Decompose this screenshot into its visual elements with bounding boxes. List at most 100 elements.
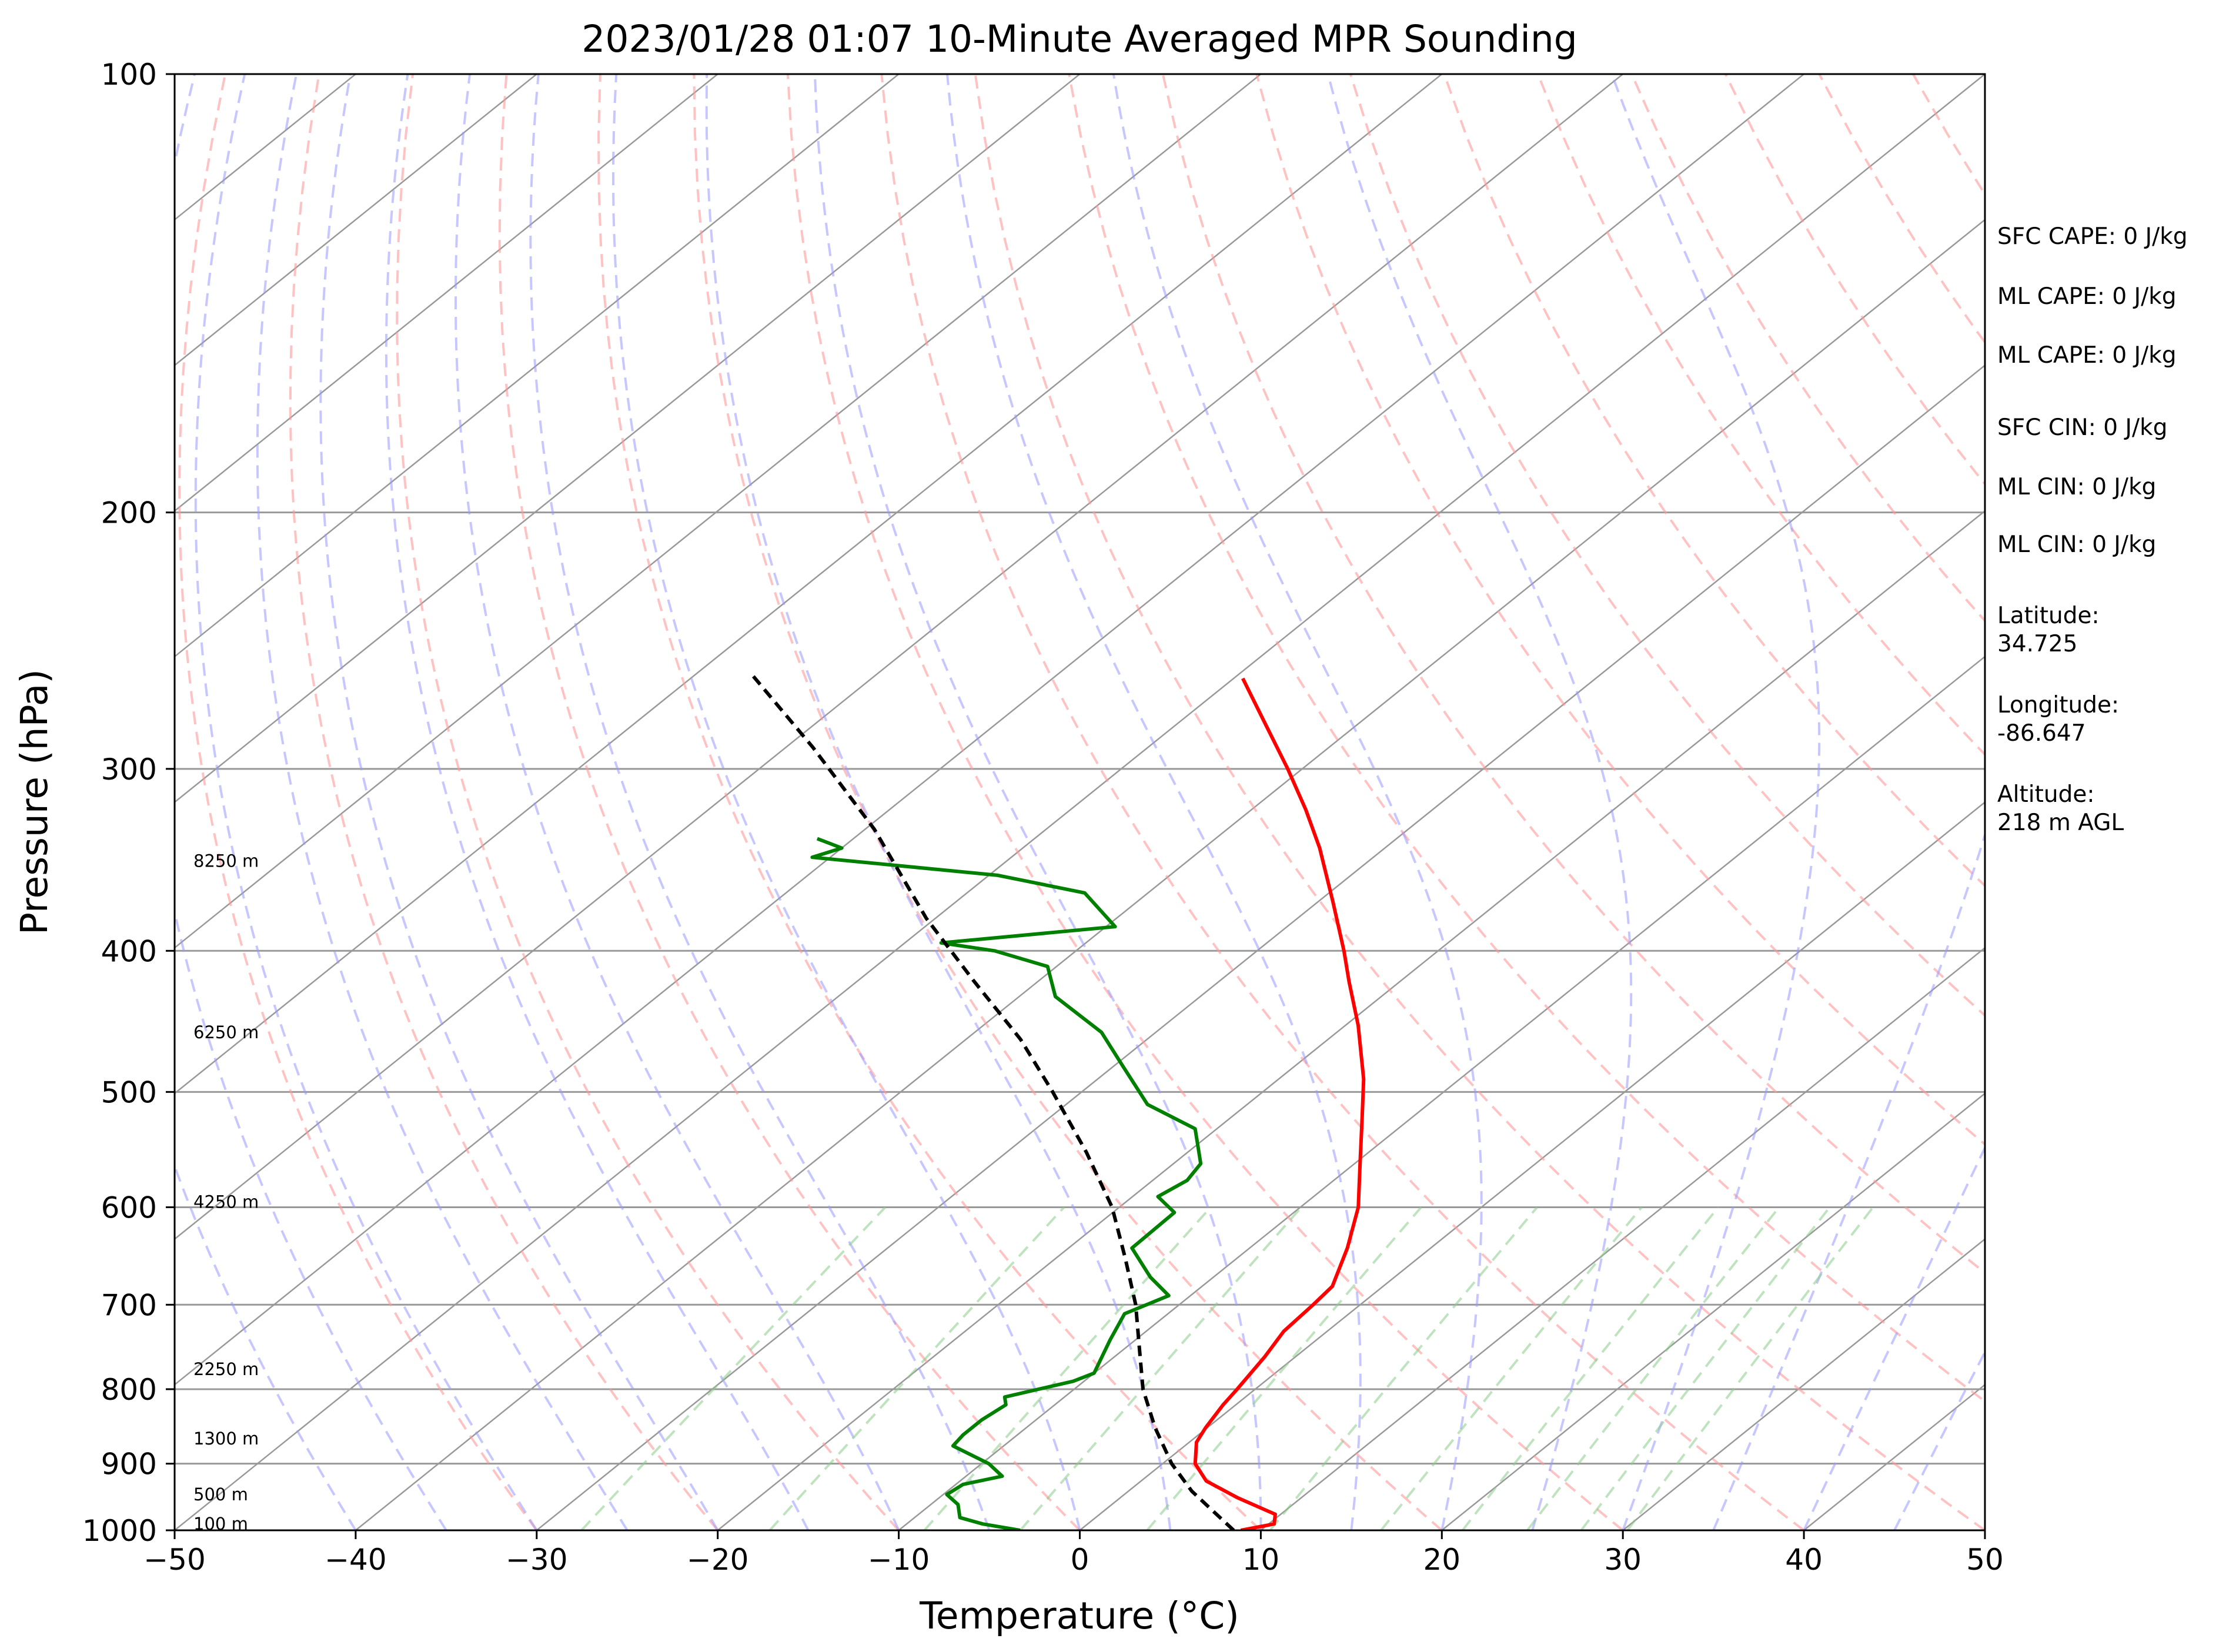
y-tick-label: 800 [101,1373,157,1407]
moist-adiabat [319,74,719,1530]
dry-adiabat [1443,74,1985,888]
y-tick-label: 900 [101,1447,157,1482]
dry-adiabat [498,74,1081,1530]
mixing-ratio-line [1580,1206,1831,1530]
info-annotation: Latitude: [1997,603,2100,629]
x-axis-label: Temperature (°C) [919,1594,1239,1637]
isotherm-line [1260,947,1985,1530]
isotherm-line [175,74,1081,804]
y-tick-label: 200 [101,496,157,530]
parcel-trace [750,672,1235,1530]
y-tick-label: 100 [101,58,157,92]
chart-title: 2023/01/28 01:07 10-Minute Averaged MPR … [581,18,1577,61]
moist-adiabat [385,74,810,1530]
dry-adiabat [880,74,1805,1530]
isotherm-line [175,74,1443,1095]
x-tick-label: 20 [1423,1543,1460,1577]
height-label: 2250 m [193,1359,259,1379]
isotherm-line [355,219,1985,1530]
mixing-ratio-line [1269,1206,1538,1530]
moist-adiabat [1803,1145,1985,1530]
height-label: 4250 m [193,1192,259,1212]
dry-adiabat [1068,74,1985,1403]
mixing-ratio-line [1146,1206,1422,1530]
y-axis-label: Pressure (hPa) [13,669,56,935]
isotherm-line [1441,1092,1985,1530]
moist-adiabat [612,74,1081,1530]
y-tick-label: 500 [101,1075,157,1109]
x-tick-label: 30 [1604,1543,1642,1577]
isotherm-line [717,510,1985,1530]
info-annotation: SFC CAPE: 0 J/kg [1997,223,2188,250]
dry-adiabat [974,74,1985,1530]
dry-adiabat [1161,74,1985,1275]
moist-adiabat [529,74,991,1530]
isotherm-line [175,74,1985,1530]
isotherm-line [175,74,900,658]
mixing-ratio-line [580,1206,887,1530]
isotherm-line [175,74,1804,1386]
info-annotation: ML CAPE: 0 J/kg [1997,283,2177,310]
moist-adiabat [1326,74,1633,1530]
moist-adiabat [1112,74,1483,1530]
x-tick-label: −50 [143,1543,206,1577]
y-tick-label: 700 [101,1288,157,1322]
temperature-trace [1193,677,1366,1530]
height-label: 6250 m [193,1022,259,1042]
x-tick-label: −20 [687,1543,749,1577]
info-annotation: Altitude: [1997,781,2095,808]
isotherm-line [1622,1238,1985,1530]
y-tick-label: 600 [101,1190,157,1225]
moist-adiabat [1712,74,1985,1530]
info-annotation: Longitude: [1997,692,2119,718]
dry-adiabat [786,74,1624,1530]
isotherm-line [536,364,1985,1530]
y-tick-label: 300 [101,753,157,787]
y-tick-label: 400 [101,934,157,968]
dry-adiabat [597,74,1262,1530]
info-annotation: ML CIN: 0 J/kg [1997,531,2156,558]
moist-adiabat [705,74,1172,1530]
dry-adiabat [289,74,719,1530]
height-label: 8250 m [193,851,259,871]
mixing-ratio-line [923,1206,1212,1530]
info-annotation: 218 m AGL [1997,810,2124,836]
moist-adiabat [454,74,900,1530]
background-lines [175,74,1985,1530]
moist-adiabat [256,74,629,1530]
sounding-info: SFC CAPE: 0 J/kg ML CAPE: 0 J/kg ML CAPE: … [1997,223,2188,836]
moist-adiabat [814,74,1262,1530]
mixing-ratio-line [768,1206,1065,1530]
x-tick-label: 40 [1785,1543,1823,1577]
info-annotation: SFC CIN: 0 J/kg [1997,414,2167,441]
x-tick-label: 0 [1071,1543,1089,1577]
info-annotation: ML CAPE: 0 J/kg [1997,342,2177,369]
dry-adiabat [693,74,1443,1530]
x-tick-label: −10 [868,1543,930,1577]
isotherm-line [175,74,1623,1240]
isotherm-line [175,74,1262,949]
dry-adiabat [1255,74,1985,1146]
x-tick-label: −30 [506,1543,568,1577]
moist-adiabat [946,74,1362,1530]
info-annotation: 34.725 [1997,631,2077,657]
moist-adiabat [194,74,538,1530]
y-tick-label: 1000 [82,1514,157,1548]
dry-adiabat [178,74,538,1530]
isotherm-line [175,74,718,512]
x-tick-label: −40 [325,1543,387,1577]
dewpoint-trace [810,837,1203,1530]
height-label: 1300 m [193,1429,259,1449]
info-annotation: -86.647 [1997,720,2086,747]
info-annotation: ML CIN: 0 J/kg [1997,474,2156,500]
x-tick-label: 10 [1242,1543,1280,1577]
dry-adiabat [1349,74,1985,1018]
mixing-ratio-line [1626,1206,1874,1530]
x-axis-ticks: −50 −40 −30 −20 −10 0 10 20 30 40 50 [143,1530,2004,1577]
data-series [750,672,1366,1530]
dry-adiabat [396,74,900,1530]
isotherm-line [175,74,537,367]
height-label: 100 m [193,1514,248,1534]
